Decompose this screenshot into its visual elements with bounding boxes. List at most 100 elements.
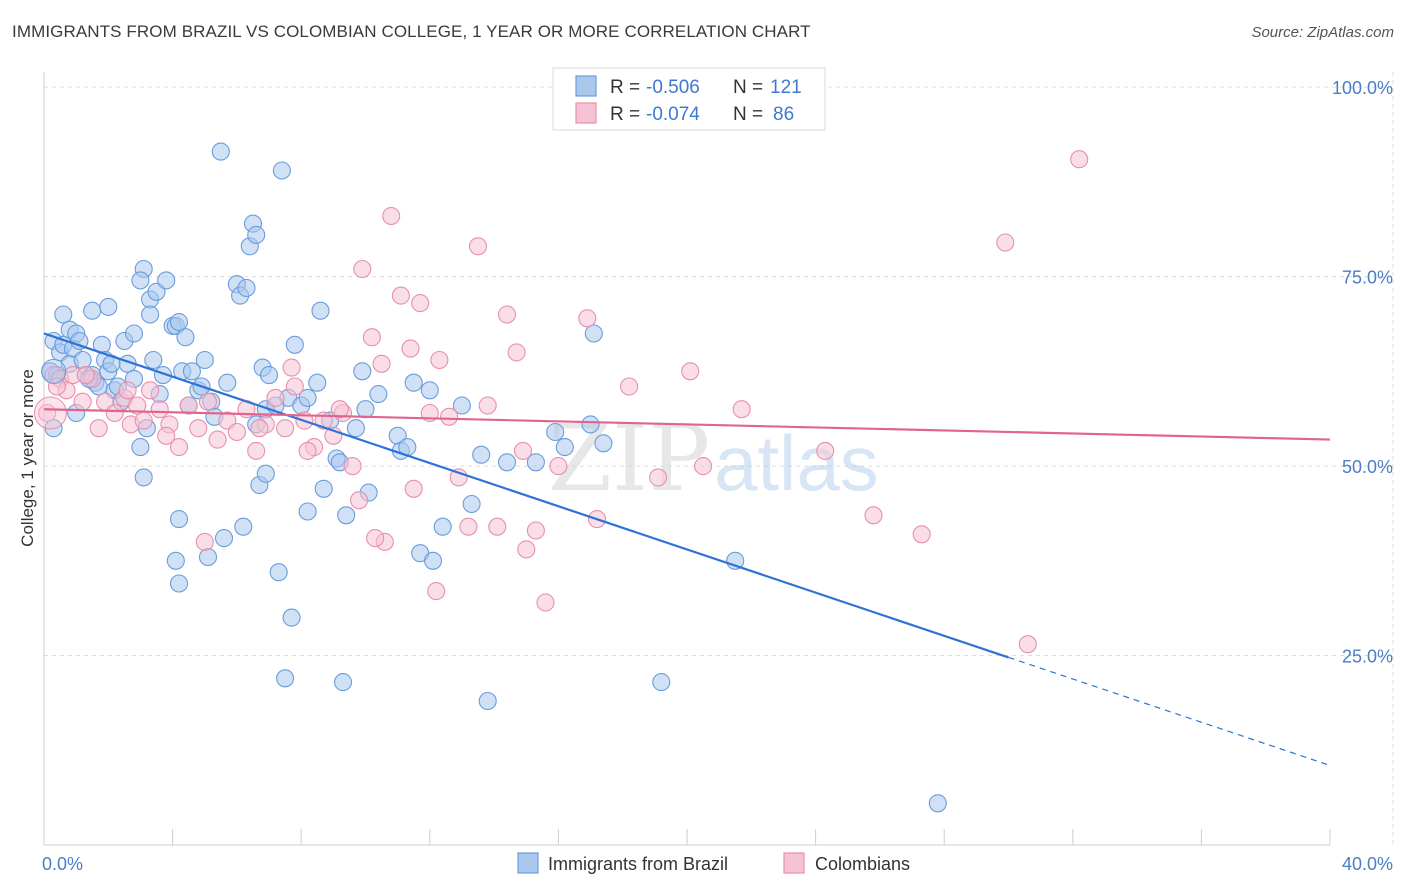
point-pink-76 <box>366 529 385 548</box>
point-blue-101 <box>594 434 613 453</box>
point-pink-78 <box>195 532 214 551</box>
point-pink-47 <box>459 517 478 536</box>
point-pink-42 <box>411 294 430 313</box>
point-pink-84 <box>330 400 349 419</box>
point-pink-60 <box>649 468 668 487</box>
point-blue-48 <box>237 278 256 298</box>
legend-n-value-2: 86 <box>773 104 794 125</box>
point-pink-28 <box>276 419 295 438</box>
point-blue-102 <box>652 673 671 692</box>
point-blue-94 <box>314 479 333 498</box>
axes <box>43 72 1331 846</box>
point-pink-53 <box>517 540 536 559</box>
point-pink-9 <box>105 403 124 423</box>
point-pink-13 <box>134 411 153 430</box>
point-blue-64 <box>353 362 372 381</box>
y-axis-title: College, 1 year or more <box>18 369 37 547</box>
point-pink-39 <box>382 206 401 226</box>
point-pink-21 <box>208 430 227 449</box>
trendline-blue-dashed <box>1008 656 1331 766</box>
point-pink-15 <box>150 400 169 419</box>
point-pink-50 <box>488 517 507 536</box>
point-blue-79 <box>131 271 150 290</box>
point-pink-27 <box>266 388 285 407</box>
point-blue-87 <box>214 529 234 548</box>
point-pink-45 <box>440 407 459 426</box>
legend-n-label-2: N = <box>733 104 763 125</box>
point-pink-79 <box>157 426 176 445</box>
point-blue-40 <box>182 362 201 381</box>
point-pink-18 <box>179 396 198 415</box>
point-pink-57 <box>578 309 597 328</box>
point-blue-60 <box>311 301 330 320</box>
legend: R = -0.506 N = 121 R = -0.074 N = 86 <box>552 67 826 131</box>
point-blue-29 <box>141 305 160 324</box>
y-tick-label-50: 50.0% <box>1342 457 1393 477</box>
point-blue-95 <box>333 673 353 692</box>
point-blue-3 <box>54 305 73 324</box>
point-blue-98 <box>433 517 452 536</box>
point-pink-12 <box>128 396 147 415</box>
point-pink-17 <box>169 438 189 457</box>
chart-title: IMMIGRANTS FROM BRAZIL VS COLOMBIAN COLL… <box>12 22 811 41</box>
point-blue-9 <box>70 331 89 351</box>
y-tick-label-75: 75.0% <box>1342 268 1393 288</box>
grid-lines: 100.0% 75.0% 50.0% 25.0% <box>44 72 1394 845</box>
point-blue-75 <box>546 422 565 442</box>
point-blue-104 <box>928 794 947 813</box>
point-pink-38 <box>372 354 391 373</box>
point-blue-73 <box>497 453 517 472</box>
x-tick-label-right: 40.0% <box>1342 854 1393 874</box>
point-pink-74 <box>427 582 446 601</box>
point-pink-35 <box>343 457 362 476</box>
point-pink-cluster <box>33 396 67 430</box>
point-blue-65 <box>356 400 375 419</box>
point-blue-85 <box>169 574 189 593</box>
point-blue-71 <box>452 396 471 415</box>
point-pink-65 <box>864 506 883 525</box>
point-blue-54 <box>259 366 279 385</box>
point-pink-36 <box>353 259 372 279</box>
point-blue-24 <box>124 324 144 343</box>
point-pink-37 <box>362 328 381 347</box>
point-blue-70 <box>420 381 439 400</box>
point-pink-71 <box>350 491 369 510</box>
point-pink-68 <box>1018 635 1037 654</box>
legend-r-label-1: R = <box>610 77 640 98</box>
point-blue-76 <box>555 438 574 457</box>
point-blue-90 <box>256 464 275 483</box>
y-tick-label-100: 100.0% <box>1332 78 1393 98</box>
point-blue-100 <box>478 691 497 711</box>
legend-r-value-2: -0.074 <box>646 104 700 125</box>
point-pink-55 <box>536 593 555 612</box>
point-blue-44 <box>211 142 230 161</box>
trendlines <box>43 332 1331 766</box>
point-pink-23 <box>227 422 246 442</box>
point-pink-63 <box>732 400 751 419</box>
point-pink-49 <box>478 396 497 415</box>
point-pink-41 <box>401 339 420 358</box>
point-blue-10 <box>73 350 92 370</box>
trendline-pink <box>43 408 1331 441</box>
point-blue-36 <box>169 313 189 332</box>
legend-r-value-1: -0.506 <box>646 77 700 98</box>
bottom-legend-swatch-pink <box>783 852 805 874</box>
point-pink-61 <box>681 362 700 381</box>
point-blue-26 <box>131 438 150 457</box>
point-blue-105 <box>276 669 295 688</box>
point-pink-83 <box>282 358 301 377</box>
point-blue-107 <box>423 551 443 570</box>
point-blue-cluster <box>41 358 67 384</box>
point-blue-59 <box>298 388 317 407</box>
point-blue-83 <box>134 468 153 487</box>
point-blue-88 <box>234 517 253 536</box>
point-pink-59 <box>620 377 639 396</box>
point-blue-93 <box>298 502 317 521</box>
point-pink-19 <box>189 419 208 438</box>
point-pink-54 <box>526 521 545 540</box>
point-blue-84 <box>166 551 185 570</box>
point-blue-78 <box>584 324 603 343</box>
point-blue-74 <box>526 453 545 472</box>
point-blue-51 <box>247 225 266 244</box>
point-blue-55 <box>272 161 291 180</box>
